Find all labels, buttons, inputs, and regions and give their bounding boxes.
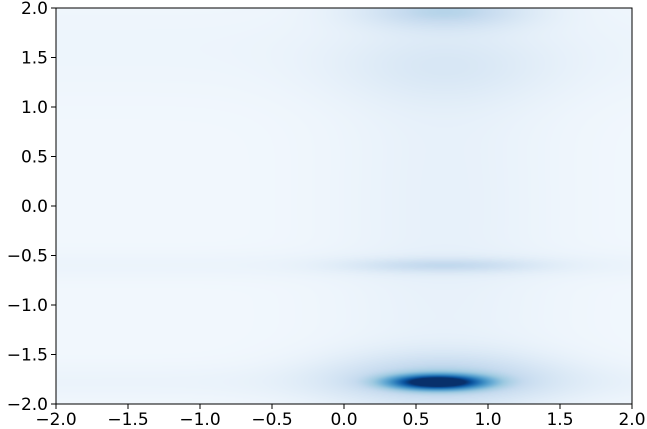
y-tick-label: 2.0 — [21, 0, 48, 19]
y-tick-label: −1.0 — [7, 296, 48, 316]
x-tick-label: 0.0 — [330, 410, 357, 429]
x-tick-label: −1.0 — [179, 410, 220, 429]
x-tick-label: 1.5 — [546, 410, 573, 429]
x-tick-label: −2.0 — [35, 410, 76, 429]
y-tick-label: −1.5 — [7, 346, 48, 366]
x-tick-label: −1.5 — [107, 410, 148, 429]
y-tick-label: 1.0 — [21, 98, 48, 118]
y-tick-label: −2.0 — [7, 395, 48, 415]
x-tick-label: −0.5 — [251, 410, 292, 429]
y-tick-label: 1.5 — [21, 49, 48, 69]
x-tick-label: 2.0 — [618, 410, 645, 429]
plot-area — [55, 7, 633, 405]
y-tick-label: 0.5 — [21, 148, 48, 168]
heatmap-image — [56, 8, 632, 404]
x-tick-label: 0.5 — [402, 410, 429, 429]
x-tick-label: 1.0 — [474, 410, 501, 429]
x-axis: −2.0 −1.5 −1.0 −0.5 0.0 0.5 1.0 1.5 2.0 — [35, 404, 646, 429]
y-tick-label: −0.5 — [7, 247, 48, 267]
y-tick-label: 0.0 — [21, 197, 48, 217]
y-axis: −2.0 −1.5 −1.0 −0.5 0.0 0.5 1.0 1.5 2.0 — [7, 0, 56, 415]
